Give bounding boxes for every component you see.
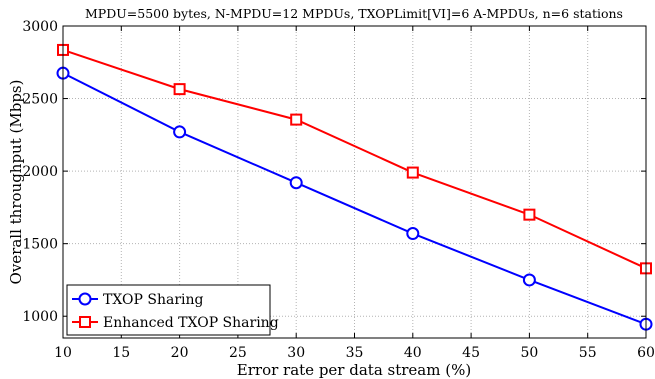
axis-ticks: 10 15 20 25 30 35 40 45 50 55 60 1000 1500 2000 2500 30… xyxy=(22,19,655,361)
legend-label-enhanced-txop-sharing: Enhanced TXOP Sharing xyxy=(103,315,279,331)
y-tick-label: 2500 xyxy=(22,92,58,108)
legend-box xyxy=(66,284,271,336)
x-tick-label: 30 xyxy=(287,345,305,361)
series-line-enhanced-txop-sharing xyxy=(62,48,647,270)
y-tick-label: 3000 xyxy=(22,19,58,35)
x-tick-label: 25 xyxy=(229,345,247,361)
legend-marker-enhanced-txop-sharing xyxy=(79,316,91,328)
data-point-enhanced-txop-sharing xyxy=(290,113,303,126)
data-point-enhanced-txop-sharing xyxy=(406,166,419,179)
x-tick-label: 40 xyxy=(404,345,422,361)
legend: TXOP Sharing Enhanced TXOP Sharing xyxy=(66,284,279,336)
chart-title: MPDU=5500 bytes, N-MPDU=12 MPDUs, TXOPLi… xyxy=(85,6,623,21)
series-line-txop-sharing xyxy=(62,72,647,326)
data-point-txop-sharing xyxy=(173,125,187,139)
x-tick-label: 45 xyxy=(462,345,480,361)
data-point-txop-sharing xyxy=(289,176,303,190)
data-point-enhanced-txop-sharing xyxy=(523,208,536,221)
data-point-txop-sharing xyxy=(522,273,536,287)
x-tick-label: 60 xyxy=(637,345,655,361)
x-tick-label: 35 xyxy=(346,345,364,361)
data-point-txop-sharing xyxy=(406,227,420,241)
y-tick-label: 1000 xyxy=(22,309,58,325)
data-point-enhanced-txop-sharing xyxy=(173,83,186,96)
y-axis-label: Overall throughput (Mbps) xyxy=(7,80,25,285)
x-tick-label: 15 xyxy=(112,345,130,361)
x-tick-label: 50 xyxy=(520,345,538,361)
legend-marker-txop-sharing xyxy=(78,292,92,306)
legend-label-txop-sharing: TXOP Sharing xyxy=(103,292,204,308)
x-tick-label: 55 xyxy=(579,345,597,361)
x-axis-label: Error rate per data stream (%) xyxy=(237,361,471,379)
y-tick-label: 1500 xyxy=(22,237,58,253)
x-tick-label: 20 xyxy=(171,345,189,361)
y-tick-label: 2000 xyxy=(22,164,58,180)
x-tick-label: 10 xyxy=(54,345,72,361)
